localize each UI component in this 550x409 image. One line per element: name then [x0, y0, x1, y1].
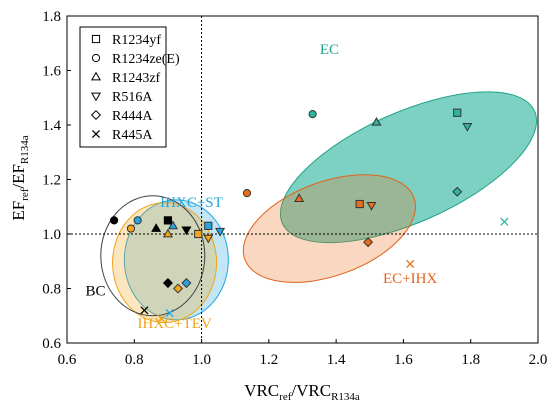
point-ihxc-st-r516a [215, 227, 226, 237]
point-ec-r1234yf [453, 108, 462, 117]
group-label-bc: BC [86, 283, 106, 299]
point-ihxc-tev-r1234yf [194, 229, 203, 239]
legend-label: R445A [112, 128, 153, 143]
ihxc-st-ellipse [123, 199, 229, 321]
point-ihxc-tev-r1243zf [162, 228, 173, 238]
legend-label: R1234yf [112, 33, 161, 48]
point-ec-r516a [462, 122, 473, 132]
point-bc-r445a [140, 306, 149, 315]
point-ihxc-st-r1234yf [204, 221, 213, 230]
point-ec-r445a [500, 217, 509, 226]
legend-marker-r1243zf [90, 71, 102, 81]
group-label-ec: EC [320, 42, 339, 58]
point-ihxc-tev-r445a [157, 314, 166, 323]
point-ihxc-st-r1243zf [167, 220, 178, 230]
point-ihxc-st-r1234ze-e- [133, 216, 142, 225]
group-labels: EC EC+IHX IHXC+ST IHXC+TEV BC [86, 42, 438, 332]
legend-label: R1234ze(E) [112, 52, 180, 67]
legend-label: R516A [112, 90, 153, 105]
point-ihxc-st-r444a [181, 278, 192, 289]
x-tick-label: 1.2 [259, 352, 278, 368]
bc-ellipse [100, 195, 206, 317]
y-tick-label: 1.2 [42, 173, 61, 189]
group-ellipses [100, 91, 538, 324]
point-ec-r1243zf [371, 116, 382, 126]
x-tick-label: 1.6 [394, 352, 413, 368]
group-label-ihxc-tev: IHXC+TEV [138, 316, 212, 332]
ihxc-tev-ellipse [112, 202, 218, 324]
y-tick-label: 1.8 [42, 9, 61, 25]
x-tick-label: 1.4 [327, 352, 346, 368]
x-axis-title: VRCref/VRCR134a [244, 381, 360, 403]
point-ec-r444a [452, 186, 463, 197]
group-label-ihxc-st: IHXC+ST [160, 195, 223, 211]
x-tick-label: 2.0 [529, 352, 548, 368]
point-ec-ihx-r1234yf [355, 199, 364, 209]
axes: 0.6 0.8 1.0 1.2 1.4 1.6 1.8 2.0 0.6 0.8 1.0 1.2 1.4 1… [42, 9, 547, 368]
y-axis-title: EFref/EFR134a [9, 135, 31, 220]
y-tick-label: 1.4 [42, 118, 61, 134]
reference-lines [67, 16, 538, 343]
legend-label: R444A [112, 109, 153, 124]
point-bc-r1234ze-e- [110, 216, 119, 225]
point-ec-r1234ze-e- [308, 110, 317, 119]
legend-marker-r1234yf [91, 34, 101, 44]
point-ihxc-tev-r444a [172, 283, 184, 294]
x-tick-label: 1.0 [192, 352, 211, 368]
y-tick-label: 0.8 [42, 282, 61, 298]
y-tick-label: 1.6 [42, 64, 61, 80]
point-ihxc-tev-r1234ze-e- [126, 224, 136, 233]
point-bc-r444a [162, 278, 173, 289]
y-tick-label: 1.0 [42, 227, 61, 243]
point-bc-r1243zf [151, 223, 162, 232]
legend-box [79, 26, 167, 148]
point-ec-ihx-r1234ze-e- [242, 189, 252, 198]
x-tick-label: 0.6 [58, 352, 77, 368]
legend: R1234yf R1234ze(E) R1243zf R516A R444A R445A [79, 26, 180, 148]
point-ec-ihx-r516a [366, 202, 377, 211]
ec-ihx-ellipse [242, 174, 417, 283]
y-tick-label: 0.6 [42, 336, 61, 352]
legend-marker-r445a [91, 129, 101, 139]
x-tick-label: 0.8 [125, 352, 144, 368]
legend-label: R1243zf [112, 71, 161, 86]
point-bc-r516a [181, 226, 192, 236]
legend-marker-r1234ze-e- [91, 53, 101, 63]
point-ihxc-st-r445a [165, 308, 174, 318]
legend-marker-r516a [90, 92, 102, 102]
legend-marker-r444a [90, 109, 102, 121]
point-ec-ihx-r445a [406, 259, 415, 269]
group-label-ec-ihx: EC+IHX [383, 271, 437, 287]
point-ec-ihx-r444a [363, 237, 374, 248]
point-ec-ihx-r1243zf [294, 193, 305, 202]
point-bc-r1234yf [163, 216, 173, 225]
x-tick-label: 1.8 [461, 352, 480, 368]
data-points [110, 108, 509, 323]
ec-ellipse [279, 91, 538, 244]
point-ihxc-tev-r516a [203, 234, 214, 244]
